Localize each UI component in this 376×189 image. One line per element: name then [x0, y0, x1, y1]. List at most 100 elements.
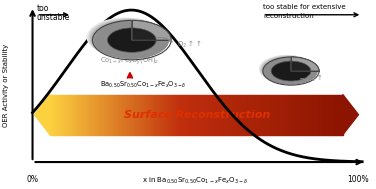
Bar — [325, 94, 326, 135]
Bar — [337, 94, 338, 135]
Bar — [205, 94, 206, 135]
Bar — [248, 94, 249, 135]
Bar — [160, 94, 161, 135]
Bar — [266, 94, 267, 135]
Circle shape — [93, 21, 168, 59]
Wedge shape — [132, 28, 156, 40]
Circle shape — [261, 56, 316, 84]
Bar — [83, 94, 84, 135]
Bar — [268, 94, 270, 135]
Polygon shape — [343, 94, 358, 135]
Bar — [316, 94, 317, 135]
Circle shape — [261, 56, 316, 84]
Bar — [146, 94, 147, 135]
Bar — [133, 94, 134, 135]
Bar — [255, 94, 256, 135]
Bar — [188, 94, 189, 135]
Bar — [318, 94, 319, 135]
Bar — [60, 94, 61, 135]
Bar — [305, 94, 306, 135]
Bar — [320, 94, 321, 135]
Text: 0%: 0% — [27, 175, 38, 184]
Bar — [292, 94, 293, 135]
Circle shape — [86, 17, 165, 57]
Bar — [104, 94, 105, 135]
Bar — [264, 94, 265, 135]
Bar — [90, 94, 91, 135]
Bar — [237, 94, 238, 135]
Bar — [299, 94, 300, 135]
Bar — [170, 94, 171, 135]
Bar — [294, 94, 295, 135]
Bar — [257, 94, 258, 135]
Bar — [196, 94, 197, 135]
Circle shape — [89, 19, 167, 58]
Bar — [59, 94, 60, 135]
Bar — [166, 94, 167, 135]
Bar — [105, 94, 106, 135]
Circle shape — [88, 18, 166, 57]
Bar — [118, 94, 120, 135]
Bar — [167, 94, 168, 135]
Bar — [190, 94, 191, 135]
Bar — [71, 94, 73, 135]
Bar — [260, 94, 261, 135]
Circle shape — [91, 19, 167, 58]
Bar — [309, 94, 311, 135]
Bar — [147, 94, 148, 135]
Bar — [298, 94, 299, 135]
Bar — [230, 94, 232, 135]
Bar — [212, 94, 213, 135]
Bar — [94, 94, 95, 135]
Bar — [88, 94, 89, 135]
Bar — [149, 94, 150, 135]
Bar — [124, 94, 125, 135]
Circle shape — [262, 56, 316, 84]
Circle shape — [264, 57, 318, 84]
Bar — [218, 94, 219, 135]
Bar — [176, 94, 177, 135]
Bar — [216, 94, 217, 135]
Bar — [183, 94, 184, 135]
Bar — [209, 94, 210, 135]
Bar — [281, 94, 282, 135]
Bar — [322, 94, 323, 135]
Bar — [184, 94, 185, 135]
Circle shape — [88, 18, 166, 57]
Bar — [202, 94, 203, 135]
Bar — [65, 94, 66, 135]
Bar — [136, 94, 137, 135]
Bar — [295, 94, 296, 135]
Bar — [189, 94, 190, 135]
Bar — [213, 94, 214, 135]
Bar — [77, 94, 79, 135]
Bar — [263, 94, 264, 135]
Bar — [336, 94, 337, 135]
Circle shape — [93, 21, 168, 58]
Bar — [128, 94, 129, 135]
Bar — [81, 94, 82, 135]
Bar — [311, 94, 312, 135]
Bar — [148, 94, 149, 135]
Text: O$_2$$\uparrow$: O$_2$$\uparrow$ — [306, 73, 323, 84]
Bar — [163, 94, 164, 135]
Bar — [80, 94, 81, 135]
Bar — [241, 94, 242, 135]
Bar — [92, 94, 93, 135]
Bar — [339, 94, 340, 135]
Bar — [73, 94, 74, 135]
Bar — [69, 94, 70, 135]
Bar — [303, 94, 304, 135]
Bar — [141, 94, 142, 135]
Bar — [135, 94, 136, 135]
Circle shape — [87, 18, 166, 57]
Text: 100%: 100% — [348, 175, 369, 184]
Bar — [333, 94, 334, 135]
Bar — [137, 94, 138, 135]
Bar — [107, 94, 108, 135]
Circle shape — [90, 19, 167, 58]
Bar — [85, 94, 86, 135]
Bar — [102, 94, 103, 135]
Bar — [217, 94, 218, 135]
Bar — [254, 94, 255, 135]
